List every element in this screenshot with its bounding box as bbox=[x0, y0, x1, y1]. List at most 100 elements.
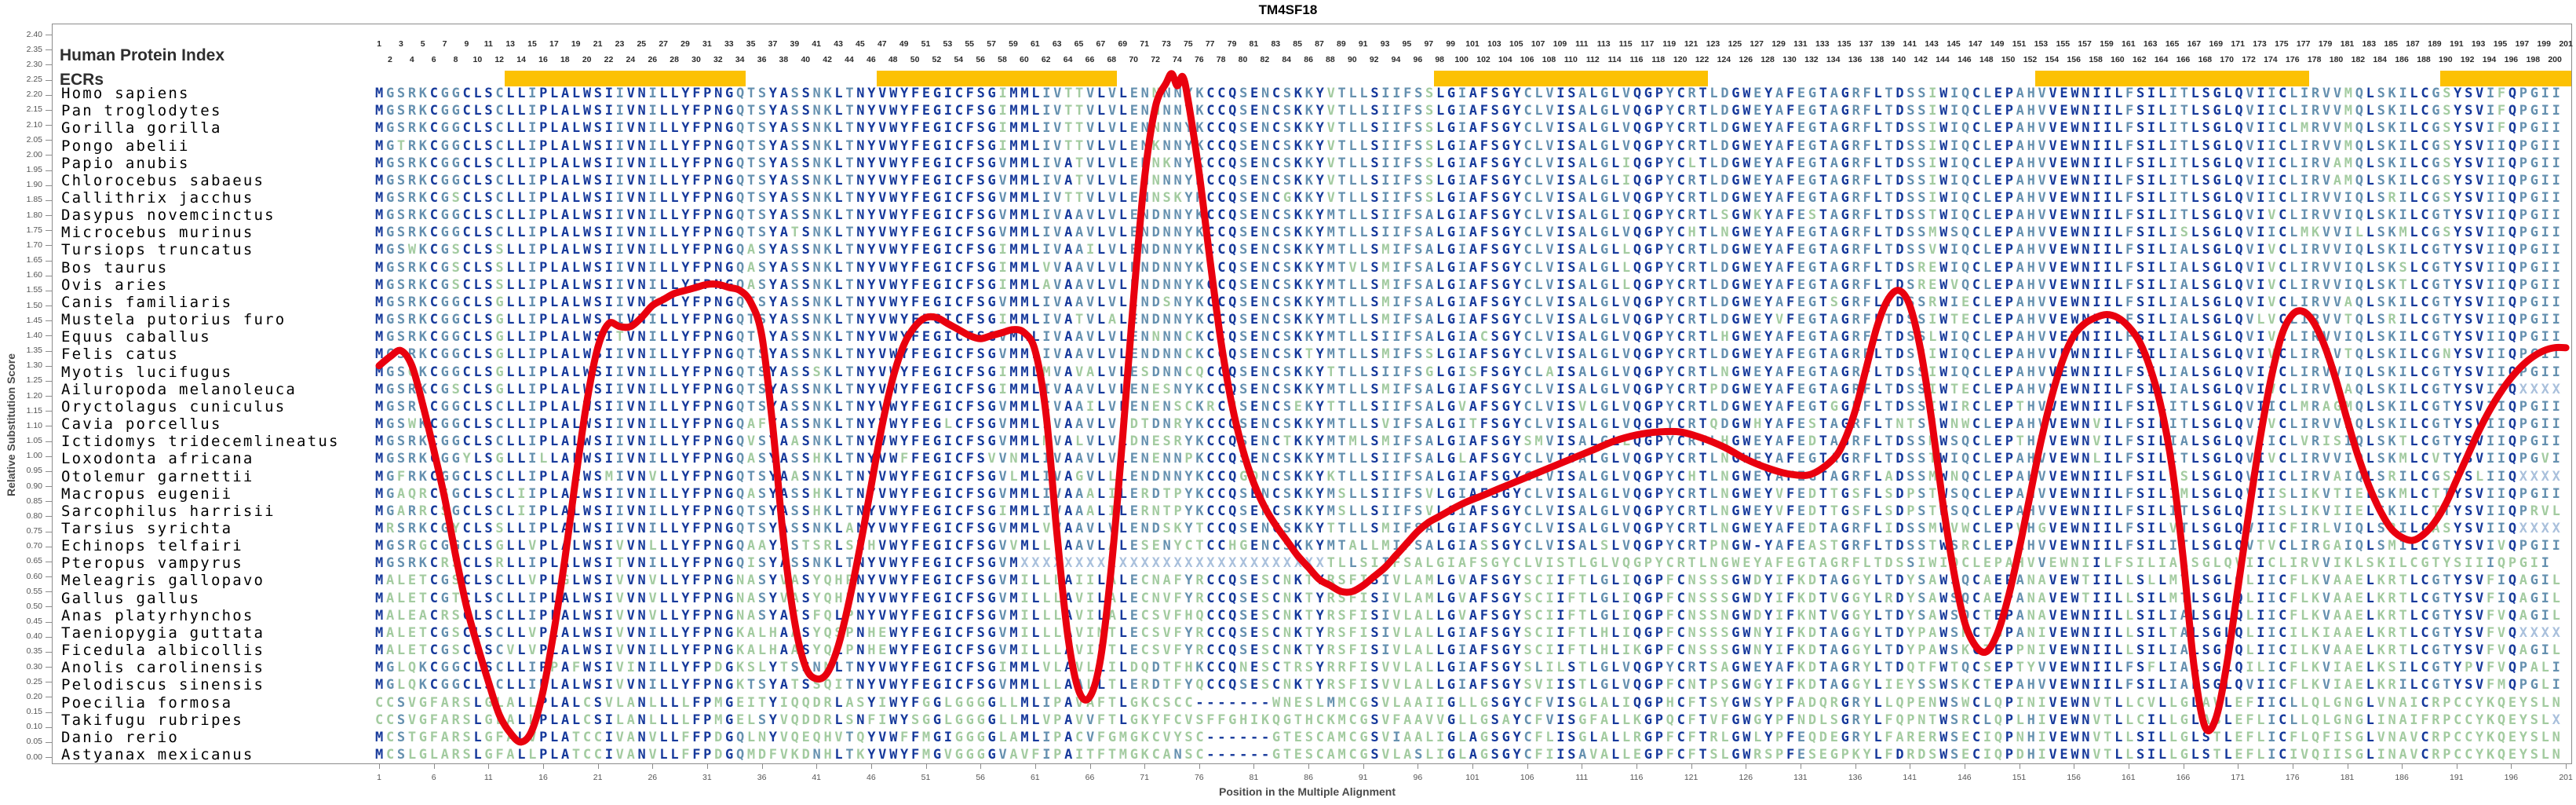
y-tick-label: 0.55 bbox=[26, 586, 42, 596]
protein-index-number: 38 bbox=[779, 55, 789, 64]
x-tick-mark bbox=[543, 764, 544, 769]
species-name: Gorilla gorilla bbox=[61, 119, 222, 137]
sequence-row: MGAQRCSGCLSCLIIPLALWSIIVNILLYFPNGQASYASS… bbox=[375, 485, 2563, 502]
x-tick-label: 126 bbox=[1739, 773, 1753, 782]
sequence-row: MGSRKCGSCLSGLLIPLALWSIIVNILLYFPNGQTSYASS… bbox=[375, 381, 2563, 397]
protein-index-number: 180 bbox=[2329, 55, 2344, 64]
y-tick-label: 0.45 bbox=[26, 617, 42, 626]
y-tick-label: 0.70 bbox=[26, 541, 42, 551]
y-tick-label: 1.15 bbox=[26, 405, 42, 415]
x-tick-mark bbox=[1308, 764, 1310, 769]
sequence-row: MGFRKCGGCLSCLLIPLALWSMIVNVLLYFPNGQTSYAAS… bbox=[375, 468, 2563, 485]
protein-index-number: 37 bbox=[768, 39, 778, 49]
y-tick-label: 0.00 bbox=[26, 752, 42, 762]
x-tick-label: 131 bbox=[1793, 773, 1808, 782]
protein-index-number: 140 bbox=[1892, 55, 1906, 64]
protein-index-number: 34 bbox=[735, 55, 745, 64]
y-tick-label: 2.25 bbox=[26, 75, 42, 84]
protein-index-number: 25 bbox=[637, 39, 647, 49]
x-tick-label: 186 bbox=[2395, 773, 2409, 782]
y-tick-label: 1.90 bbox=[26, 180, 42, 190]
protein-index-number: 50 bbox=[910, 55, 920, 64]
protein-index-number: 150 bbox=[2001, 55, 2016, 64]
protein-index-number: 93 bbox=[1380, 39, 1390, 49]
species-name: Bos taurus bbox=[61, 258, 169, 276]
protein-index-number: 158 bbox=[2089, 55, 2103, 64]
x-tick-label: 171 bbox=[2231, 773, 2245, 782]
sequence-row: MGSRKCGSCLSCLLIPLALWSIIVNILLYFPNGQTSYASS… bbox=[375, 189, 2563, 206]
protein-index-number: 110 bbox=[1563, 55, 1578, 64]
protein-index-number: 8 bbox=[453, 55, 458, 64]
protein-index-number: 16 bbox=[538, 55, 548, 64]
protein-index-number: 39 bbox=[790, 39, 800, 49]
protein-index-number: 62 bbox=[1041, 55, 1051, 64]
x-tick-label: 36 bbox=[757, 773, 767, 782]
species-name: Pelodiscus sinensis bbox=[61, 676, 265, 694]
protein-index-number: 124 bbox=[1717, 55, 1731, 64]
protein-index-number: 108 bbox=[1542, 55, 1556, 64]
protein-index-number: 200 bbox=[2548, 55, 2562, 64]
protein-index-number: 47 bbox=[877, 39, 887, 49]
y-tick-label: 1.95 bbox=[26, 165, 42, 174]
y-tick-label: 1.30 bbox=[26, 360, 42, 371]
y-tick-label: 0.40 bbox=[26, 631, 42, 642]
y-tick-mark bbox=[46, 335, 52, 337]
protein-index-number: 162 bbox=[2133, 55, 2147, 64]
y-tick-label: 1.50 bbox=[26, 300, 42, 310]
y-tick-label: 0.15 bbox=[26, 707, 42, 716]
protein-index-number: 3 bbox=[398, 39, 403, 49]
species-name: Ovis aries bbox=[61, 276, 169, 294]
protein-index-number: 113 bbox=[1596, 39, 1611, 49]
x-tick-mark bbox=[1034, 764, 1036, 769]
protein-index-number: 185 bbox=[2384, 39, 2398, 49]
protein-index-number: 65 bbox=[1074, 39, 1084, 49]
protein-index-number: 43 bbox=[834, 39, 843, 49]
y-tick-mark bbox=[46, 245, 52, 247]
protein-index-number: 14 bbox=[516, 55, 526, 64]
x-tick-mark bbox=[2511, 764, 2512, 769]
x-tick-label: 91 bbox=[1358, 773, 1368, 782]
protein-index-number: 170 bbox=[2220, 55, 2234, 64]
protein-index-number: 5 bbox=[420, 39, 425, 49]
y-tick-label: 0.05 bbox=[26, 737, 42, 747]
sequence-row: MGSRKCGGCLSGLLIPLALWSITVNILLYFPNGQTSYASS… bbox=[375, 329, 2563, 346]
protein-index-number: 144 bbox=[1936, 55, 1950, 64]
y-tick-mark bbox=[46, 215, 52, 216]
sequence-row: MRSRKCGYCLSSLLIPLALWSIIVNILLYFPNGQTSYASS… bbox=[375, 521, 2563, 536]
protein-index-number: 7 bbox=[442, 39, 447, 49]
x-tick-label: 191 bbox=[2450, 773, 2464, 782]
x-tick-mark bbox=[1253, 764, 1255, 769]
x-tick-label: 106 bbox=[1520, 773, 1534, 782]
x-tick-label: 11 bbox=[483, 773, 493, 782]
species-name: Ficedula albicollis bbox=[61, 642, 265, 660]
x-tick-mark bbox=[1472, 764, 1473, 769]
protein-index-number: 169 bbox=[2209, 39, 2224, 49]
sequence-row: MGSRKCRSCLSRLLIPLALWSITVNILLYFPNGQISYASS… bbox=[375, 555, 2552, 572]
protein-index-number: 63 bbox=[1052, 39, 1062, 49]
y-tick-mark bbox=[46, 501, 52, 503]
protein-index-number: 172 bbox=[2242, 55, 2256, 64]
protein-index-number: 49 bbox=[899, 39, 909, 49]
protein-index-number: 100 bbox=[1454, 55, 1469, 64]
y-tick-label: 0.10 bbox=[26, 722, 42, 732]
y-tick-mark bbox=[46, 320, 52, 322]
protein-index-number: 143 bbox=[1925, 39, 1939, 49]
species-name: Tursiops truncatus bbox=[61, 241, 254, 259]
y-tick-mark bbox=[46, 64, 52, 66]
x-tick-label: 136 bbox=[1848, 773, 1863, 782]
y-tick-mark bbox=[46, 741, 52, 743]
protein-index-number: 142 bbox=[1914, 55, 1928, 64]
sequence-row: MGSRKCGGCLSCLLIPLALWSIIVNILLYFPNGQTSYASS… bbox=[375, 172, 2563, 188]
x-tick-mark bbox=[379, 764, 380, 769]
sequence-row: MGSWKCGSCLSSLLIPLALWSIIVNILLYFPNGQASYASS… bbox=[375, 242, 2563, 258]
protein-index-number: 156 bbox=[2067, 55, 2081, 64]
y-tick-label: 1.65 bbox=[26, 255, 42, 265]
y-tick-label: 0.30 bbox=[26, 661, 42, 671]
protein-index-number: 88 bbox=[1326, 55, 1335, 64]
x-tick-label: 101 bbox=[1465, 773, 1480, 782]
sequence-row: MGSRKCGGCLSCLLIPLALWSIIVNILLYFPNGQTSYASS… bbox=[375, 120, 2563, 137]
species-name: Pan troglodytes bbox=[61, 102, 222, 120]
protein-index-number: 155 bbox=[2056, 39, 2071, 49]
y-tick-label: 0.20 bbox=[26, 691, 42, 701]
y-tick-mark bbox=[46, 380, 52, 382]
